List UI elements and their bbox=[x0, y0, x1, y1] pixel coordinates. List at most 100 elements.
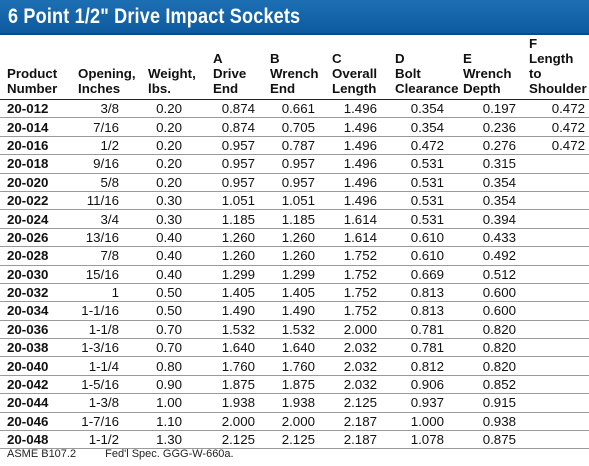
product-number-cell: 20-040 bbox=[0, 356, 70, 376]
overall-length-cell: 2.187 bbox=[327, 430, 390, 450]
product-number-cell: 20-046 bbox=[0, 412, 70, 432]
weight-cell: 0.70 bbox=[136, 338, 208, 358]
length-to-shoulder-cell bbox=[524, 265, 589, 284]
weight-cell: 0.50 bbox=[136, 283, 208, 303]
drive-end-cell: 1.640 bbox=[208, 338, 265, 358]
wrench-depth-cell: 0.236 bbox=[458, 117, 524, 137]
length-to-shoulder-cell bbox=[524, 228, 589, 248]
product-number-cell: 20-042 bbox=[0, 375, 70, 395]
opening-cell: 1-1/2 bbox=[70, 430, 136, 450]
opening-cell: 1-1/4 bbox=[70, 356, 136, 376]
length-to-shoulder-cell bbox=[524, 412, 589, 432]
wrench-depth-cell: 0.852 bbox=[458, 375, 524, 395]
col-header-f: F Length to Shoulder bbox=[524, 36, 589, 100]
drive-end-cell: 0.957 bbox=[208, 173, 265, 192]
opening-cell: 3/4 bbox=[70, 209, 136, 229]
weight-cell: 1.10 bbox=[136, 412, 208, 432]
bolt-clearance-cell: 0.472 bbox=[390, 136, 458, 156]
bolt-clearance-cell: 0.812 bbox=[390, 356, 458, 376]
wrench-depth-cell: 0.938 bbox=[458, 412, 524, 432]
product-number-cell: 20-036 bbox=[0, 320, 70, 340]
product-number-cell: 20-022 bbox=[0, 191, 70, 211]
col-header-d: D Bolt Clearance bbox=[390, 36, 459, 100]
footnotes: ASME B107.2 Fed'l Spec. GGG-W-660a. bbox=[7, 448, 260, 460]
length-to-shoulder-cell bbox=[524, 393, 589, 413]
table-row: 20-026 13/16 0.40 1.260 1.260 1.614 0.610 0.433 bbox=[0, 228, 589, 248]
length-to-shoulder-cell bbox=[524, 209, 589, 229]
table-row: 20-024 3/4 0.30 1.185 1.185 1.614 0.531 0.394 bbox=[0, 209, 589, 229]
wrench-depth-cell: 0.820 bbox=[458, 338, 524, 358]
weight-cell: 0.90 bbox=[136, 375, 208, 395]
drive-end-cell: 1.875 bbox=[208, 375, 265, 395]
overall-length-cell: 2.032 bbox=[327, 375, 390, 395]
wrench-depth-cell: 0.512 bbox=[458, 265, 524, 284]
specs-table: Product Number Opening, Inches Weight, l… bbox=[0, 36, 589, 450]
table-row: 20-022 11/16 0.30 1.051 1.051 1.496 0.531 0.354 bbox=[0, 191, 589, 211]
drive-end-cell: 2.000 bbox=[208, 412, 265, 432]
drive-end-cell: 1.405 bbox=[208, 283, 265, 303]
wrench-end-cell: 2.125 bbox=[265, 430, 327, 450]
bolt-clearance-cell: 0.813 bbox=[390, 283, 458, 303]
drive-end-cell: 2.125 bbox=[208, 430, 265, 450]
header-row: Product Number Opening, Inches Weight, l… bbox=[0, 36, 589, 100]
bolt-clearance-cell: 1.000 bbox=[390, 412, 458, 432]
overall-length-cell: 1.496 bbox=[327, 136, 390, 156]
wrench-end-cell: 0.661 bbox=[265, 99, 327, 119]
table-row: 20-042 1-5/16 0.90 1.875 1.875 2.032 0.906 0.85… bbox=[0, 375, 589, 395]
opening-cell: 1/2 bbox=[70, 136, 136, 156]
wrench-end-cell: 1.490 bbox=[265, 301, 327, 321]
bolt-clearance-cell: 0.354 bbox=[390, 99, 458, 119]
overall-length-cell: 2.032 bbox=[327, 338, 390, 358]
overall-length-cell: 2.032 bbox=[327, 356, 390, 376]
drive-end-cell: 0.957 bbox=[208, 136, 265, 156]
bolt-clearance-cell: 0.781 bbox=[390, 320, 458, 340]
drive-end-cell: 0.957 bbox=[208, 154, 265, 174]
drive-end-cell: 0.874 bbox=[208, 117, 265, 137]
footnote-standard: ASME B107.2 bbox=[7, 448, 77, 460]
wrench-depth-cell: 0.820 bbox=[458, 356, 524, 376]
product-number-cell: 20-016 bbox=[0, 136, 70, 156]
product-number-cell: 20-030 bbox=[0, 265, 70, 284]
table-row: 20-016 1/2 0.20 0.957 0.787 1.496 0.472 0.276 0.… bbox=[0, 136, 589, 156]
product-number-cell: 20-028 bbox=[0, 246, 70, 266]
weight-cell: 0.30 bbox=[136, 209, 208, 229]
length-to-shoulder-cell bbox=[524, 191, 589, 211]
weight-cell: 0.50 bbox=[136, 301, 208, 321]
product-number-cell: 20-012 bbox=[0, 99, 70, 119]
overall-length-cell: 2.000 bbox=[327, 320, 390, 340]
overall-length-cell: 1.614 bbox=[327, 209, 390, 229]
col-header-weight: Weight, lbs. bbox=[136, 36, 208, 100]
opening-cell: 1-3/8 bbox=[70, 393, 136, 413]
table-row: 20-028 7/8 0.40 1.260 1.260 1.752 0.610 0.492 bbox=[0, 246, 589, 266]
table-row: 20-044 1-3/8 1.00 1.938 1.938 2.125 0.937 0.915 bbox=[0, 393, 589, 413]
product-number-cell: 20-034 bbox=[0, 301, 70, 321]
table-row: 20-036 1-1/8 0.70 1.532 1.532 2.000 0.781 0.820 bbox=[0, 320, 589, 340]
opening-cell: 11/16 bbox=[70, 191, 136, 211]
drive-end-cell: 1.532 bbox=[208, 320, 265, 340]
wrench-end-cell: 0.957 bbox=[265, 154, 327, 174]
weight-cell: 1.30 bbox=[136, 430, 208, 450]
drive-end-cell: 1.490 bbox=[208, 301, 265, 321]
bolt-clearance-cell: 1.078 bbox=[390, 430, 458, 450]
bolt-clearance-cell: 0.531 bbox=[390, 209, 458, 229]
title-bar: 6 Point 1/2" Drive Impact Sockets bbox=[0, 0, 589, 35]
bolt-clearance-cell: 0.531 bbox=[390, 173, 458, 192]
drive-end-cell: 1.760 bbox=[208, 356, 265, 376]
opening-cell: 1-3/16 bbox=[70, 338, 136, 358]
opening-cell: 1 bbox=[70, 283, 136, 303]
table-row: 20-032 1 0.50 1.405 1.405 1.752 0.813 0.600 bbox=[0, 283, 589, 303]
table-row: 20-038 1-3/16 0.70 1.640 1.640 2.032 0.781 0.82… bbox=[0, 338, 589, 358]
length-to-shoulder-cell bbox=[524, 320, 589, 340]
weight-cell: 0.30 bbox=[136, 191, 208, 211]
product-number-cell: 20-020 bbox=[0, 173, 70, 192]
weight-cell: 0.20 bbox=[136, 154, 208, 174]
drive-end-cell: 1.260 bbox=[208, 246, 265, 266]
length-to-shoulder-cell bbox=[524, 430, 589, 450]
product-number-cell: 20-018 bbox=[0, 154, 70, 174]
overall-length-cell: 1.752 bbox=[327, 246, 390, 266]
table-row: 20-040 1-1/4 0.80 1.760 1.760 2.032 0.812 0.820 bbox=[0, 356, 589, 376]
wrench-depth-cell: 0.354 bbox=[458, 191, 524, 211]
wrench-depth-cell: 0.875 bbox=[458, 430, 524, 450]
wrench-end-cell: 1.875 bbox=[265, 375, 327, 395]
wrench-end-cell: 1.532 bbox=[265, 320, 327, 340]
